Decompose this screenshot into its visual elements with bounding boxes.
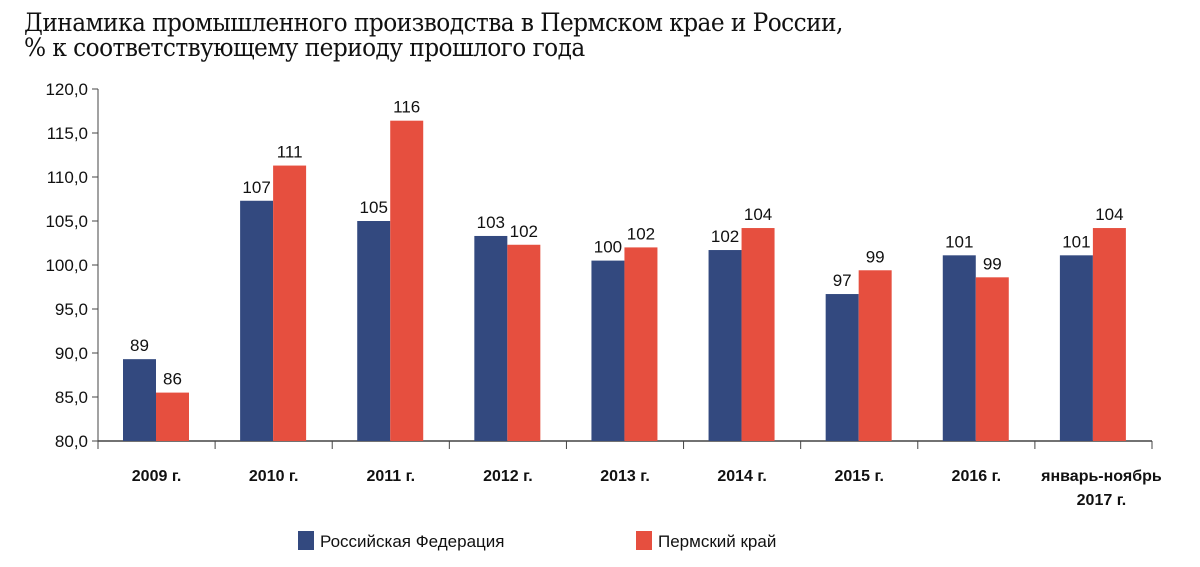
x-tick-label: 2014 г.: [717, 468, 767, 485]
data-label: 102: [711, 227, 739, 246]
bar-russia: [942, 255, 976, 441]
bar-perm: [858, 270, 892, 441]
bar-russia: [240, 200, 274, 441]
y-tick-label: 115,0: [47, 124, 88, 143]
data-label: 99: [866, 247, 885, 266]
x-tick-label: 2016 г.: [952, 468, 1002, 485]
data-label: 89: [130, 336, 149, 355]
data-label: 102: [627, 224, 655, 243]
data-label: 103: [477, 213, 505, 232]
x-tick-label: 2011 г.: [366, 468, 415, 485]
chart-title-line-1: Динамика промышленного производства в Пе…: [24, 8, 843, 37]
data-label: 86: [163, 370, 182, 389]
data-label: 104: [744, 205, 772, 224]
data-label: 99: [983, 254, 1002, 273]
data-label: 101: [945, 232, 973, 251]
data-label: 100: [594, 238, 622, 257]
data-label: 111: [277, 143, 303, 162]
x-tick-label: январь-ноябрь: [1040, 468, 1162, 485]
bar-perm: [507, 244, 541, 441]
legend-swatch: [298, 531, 314, 550]
data-label: 107: [242, 178, 270, 197]
bar-perm: [741, 228, 775, 441]
x-tick-label: 2017 г.: [1077, 492, 1127, 509]
data-label: 97: [833, 271, 852, 290]
y-tick-label: 105,0: [45, 212, 88, 231]
y-tick-label: 110,0: [47, 168, 88, 187]
bar-russia: [357, 221, 391, 441]
chart-title-line-2: % к соответствующему периоду прошлого го…: [24, 33, 585, 62]
bar-russia: [708, 250, 742, 441]
data-label: 104: [1095, 205, 1123, 224]
data-label: 101: [1062, 232, 1090, 251]
chart-title: Динамика промышленного производства в Пе…: [24, 10, 843, 60]
bar-perm: [1092, 228, 1126, 441]
bar-perm: [390, 120, 424, 442]
bar-russia: [825, 294, 859, 441]
y-tick-label: 95,0: [55, 300, 88, 319]
bar-russia: [474, 235, 508, 441]
legend-label: Пермский край: [658, 532, 776, 551]
legend-label: Российская Федерация: [320, 532, 504, 551]
y-tick-label: 85,0: [55, 388, 88, 407]
bar-russia: [123, 359, 156, 441]
bar-perm: [156, 392, 189, 441]
y-tick-label: 80,0: [55, 432, 88, 451]
y-tick-label: 120,0: [45, 80, 88, 99]
data-label: 105: [360, 198, 388, 217]
x-tick-label: 2012 г.: [483, 468, 533, 485]
bar-russia: [1059, 255, 1093, 441]
bar-perm: [975, 277, 1009, 441]
data-label: 116: [393, 98, 420, 117]
x-tick-label: 2015 г.: [834, 468, 884, 485]
bar-russia: [591, 260, 625, 441]
x-tick-label: 2013 г.: [600, 468, 650, 485]
y-tick-label: 100,0: [45, 256, 88, 275]
y-tick-label: 90,0: [55, 344, 88, 363]
bar-perm: [624, 247, 658, 441]
x-tick-label: 2009 г.: [132, 468, 182, 485]
x-tick-label: 2010 г.: [249, 468, 299, 485]
data-label: 102: [510, 222, 538, 241]
bar-perm: [273, 165, 307, 441]
legend-swatch: [636, 531, 652, 550]
